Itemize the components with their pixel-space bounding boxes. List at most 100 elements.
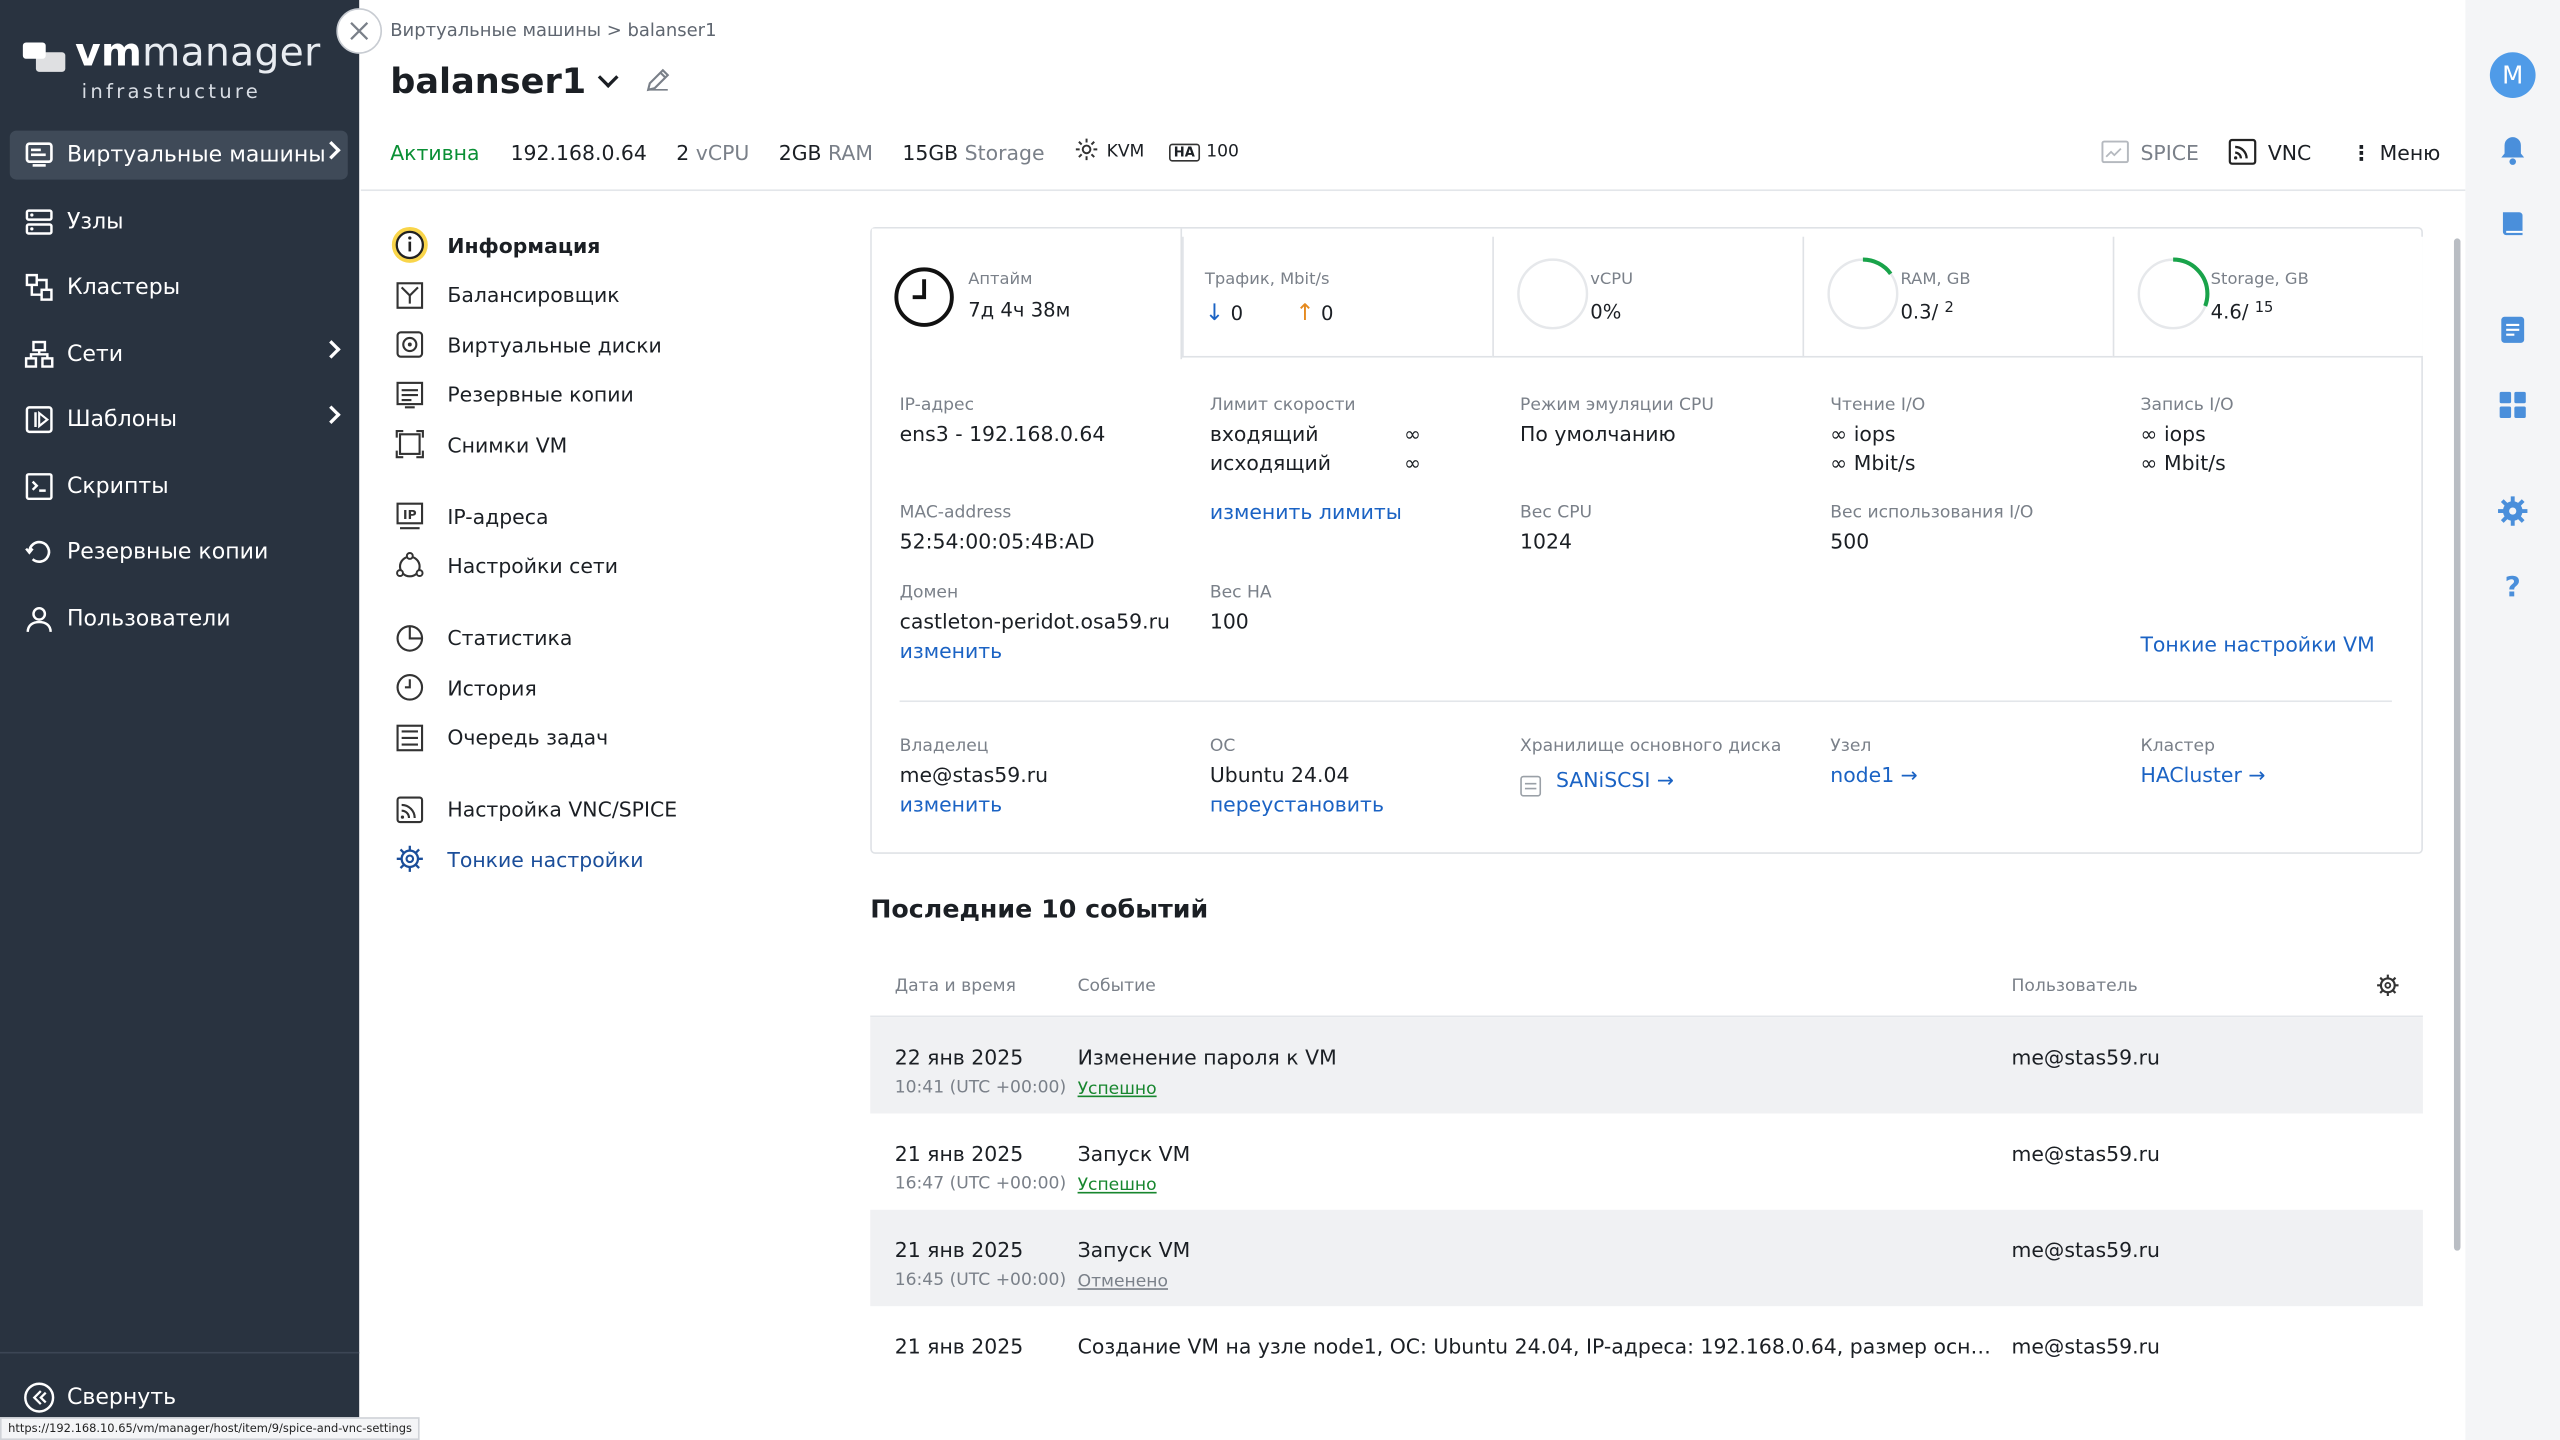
col-event[interactable]: Событие [1077,976,1156,996]
edit-pencil-icon[interactable] [645,62,671,103]
settings-gear-icon[interactable] [2496,495,2529,528]
speed-limit-label: Лимит скорости [1209,395,1356,415]
menu-item-history[interactable]: История [390,663,815,713]
events-table-header: Дата и время Событие Пользователь [870,957,2423,1018]
menu-item-snapshots[interactable]: Снимки VM [390,420,815,470]
sidebar-item-clusters[interactable]: Кластеры [10,263,348,312]
sidebar: vmmanager infrastructure Виртуальные маш… [0,0,360,1440]
info-divider [899,700,2392,703]
domain-change-link[interactable]: изменить [899,638,1003,663]
fine-tune-vm-link[interactable]: Тонкие настройки VM [2140,631,2375,657]
vnc-spice-icon [390,790,429,829]
menu-item-task-queue[interactable]: Очередь задач [390,713,815,763]
vm-ip: 192.168.0.64 [510,139,647,165]
metric-vcpu: vCPU 0% [1492,236,1803,358]
close-icon[interactable] [336,8,383,54]
menu-item-vnc-spice[interactable]: Настройка VNC/SPICE [390,785,815,835]
table-row[interactable]: 21 янв 2025 Создание VM на узле node1, О… [894,1333,2160,1359]
ha-weight-label: Вес HA [1209,582,1272,603]
status-url-tooltip: https://192.168.10.65/vm/manager/host/it… [0,1417,421,1440]
status-badge: Успешно [1077,1175,1157,1196]
vm-section-menu: Информация Балансировщик Виртуальные дис… [390,220,815,884]
vnc-button[interactable]: VNC [2228,137,2311,166]
node-label: Узел [1830,736,1872,756]
menu-item-ip[interactable]: IP IP-адреса [390,491,815,541]
table-row[interactable]: 21 янв 2025 16:47 (UTC +00:00) Запуск VM… [894,1141,2160,1196]
vnc-icon [2228,138,2257,165]
io-weight-value: 500 [1830,528,1870,554]
sidebar-item-templates[interactable]: Шаблоны [10,395,348,444]
sidebar-item-scripts[interactable]: Скрипты [10,461,348,510]
menu-item-backups[interactable]: Резервные копии [390,370,815,420]
users-icon [23,602,56,635]
help-icon[interactable]: ? [2496,570,2529,603]
os-value: Ubuntu 24.04 [1209,762,1350,787]
table-settings-icon[interactable] [2376,973,2400,1002]
collapse-label: Свернуть [66,1383,177,1410]
networks-icon [23,337,56,370]
owner-change-link[interactable]: изменить [899,791,1003,817]
header-divider [360,189,2466,192]
table-row[interactable]: 21 янв 2025 16:45 (UTC +00:00) Запуск VM… [870,1209,2423,1307]
sidebar-item-label: Сети [66,340,124,367]
book-icon[interactable] [2496,207,2529,240]
vm-summary-bar: Активна 192.168.0.64 2 vCPU 2GB RAM 15GB… [390,137,1263,166]
cpu-weight-value: 1024 [1520,528,1572,554]
node-link[interactable]: node1 → [1830,762,1918,787]
ha-badge-icon: HA [1168,142,1200,161]
sidebar-item-users[interactable]: Пользователи [10,593,348,642]
menu-button[interactable]: ⋮ Меню [2351,139,2441,165]
breadcrumb[interactable]: Виртуальные машины > balanser1 [390,19,717,41]
spice-button[interactable]: SPICE [2101,137,2199,166]
brand-subtitle: infrastructure [81,80,262,103]
sidebar-item-label: Резервные копии [66,538,269,565]
menu-item-fine-tuning[interactable]: Тонкие настройки [390,834,815,884]
svg-text:?: ? [2505,570,2521,603]
spice-icon [2101,140,2129,164]
cluster-link[interactable]: HACluster → [2140,762,2266,787]
col-user[interactable]: Пользователь [2011,976,2138,996]
vm-storage: 15GB Storage [902,139,1045,165]
os-reinstall-link[interactable]: переустановить [1209,791,1384,817]
scrollbar-thumb[interactable] [2453,238,2461,1251]
page-title[interactable]: balanser1 [390,62,671,103]
avatar[interactable]: M [2489,52,2536,98]
sidebar-item-backups[interactable]: Резервные копии [10,527,348,576]
storage-link[interactable]: SANiSCSI → [1555,767,1674,792]
backups-icon [23,536,56,569]
table-row[interactable]: 22 янв 2025 10:41 (UTC +00:00) Изменение… [870,1017,2423,1114]
metric-uptime: Аптайм 7д 4ч 38м [871,228,1183,360]
scripts-icon [23,469,56,502]
menu-item-disks[interactable]: Виртуальные диски [390,320,815,370]
cluster-label: Кластер [2140,736,2215,756]
cpu-weight-label: Вес CPU [1520,502,1593,523]
sidebar-item-nodes[interactable]: Узлы [10,197,348,246]
owner-value: me@stas59.ru [899,762,1049,787]
metric-traffic: Трафик, Mbit/s ↓ 0 ↑ 0 [1182,236,1493,358]
scrollbar[interactable] [2452,225,2462,1355]
sidebar-item-label: Виртуальные машины [66,142,326,169]
collapse-sidebar-button[interactable]: Свернуть [0,1351,360,1440]
bell-icon[interactable] [2496,134,2529,167]
owner-label: Владелец [899,736,989,756]
sidebar-item-networks[interactable]: Сети [10,329,348,378]
menu-item-network-settings[interactable]: Настройки сети [390,541,815,591]
change-limits-link[interactable]: изменить лимиты [1209,499,1402,525]
document-icon[interactable] [2496,313,2529,346]
menu-item-info[interactable]: Информация [390,220,815,270]
apps-grid-icon[interactable] [2496,389,2529,422]
logo-mark-icon [22,39,66,72]
logo[interactable]: vmmanager infrastructure [22,29,320,107]
chevron-right-icon [322,405,341,424]
storage-donut [2136,257,2210,331]
menu-item-balancer[interactable]: Балансировщик [390,270,815,320]
menu-item-statistics[interactable]: Статистика [390,613,815,663]
mac-label: MAC-address [899,502,1012,523]
col-date[interactable]: Дата и время [894,976,1016,996]
metric-storage: Storage, GB 4.6/ 15 [2112,236,2423,358]
balancer-icon [390,276,429,315]
sidebar-item-vms[interactable]: Виртуальные машины [9,130,348,180]
chevron-down-icon[interactable] [597,67,619,88]
status-badge: Активна [390,139,480,165]
metric-ram: RAM, GB 0.3/ 2 [1802,236,2113,358]
